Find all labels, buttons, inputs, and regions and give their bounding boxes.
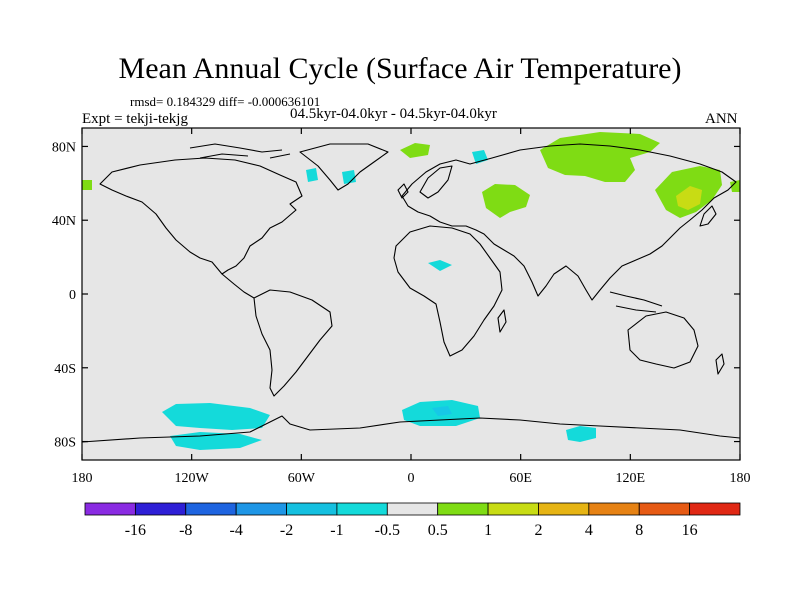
colorbar-swatch <box>185 502 237 516</box>
region-greenland-a <box>306 168 318 182</box>
colorbar-swatch <box>235 502 287 516</box>
x-tick-label: 60W <box>288 471 316 486</box>
y-tick-label: 40N <box>52 214 76 229</box>
coastline-africa <box>393 225 503 357</box>
colorbar-label: -16 <box>125 522 146 539</box>
y-tick-label: 80S <box>54 436 76 451</box>
colorbar-label: 16 <box>682 522 698 539</box>
region-antarctica-core <box>432 406 452 416</box>
colorbar-swatch <box>588 502 640 516</box>
colorbar-swatch <box>689 502 741 516</box>
stats-text: rmsd= 0.184329 diff= -0.000636101 <box>130 94 321 109</box>
colorbar-label: -0.5 <box>375 522 400 539</box>
coastline-new-zealand <box>715 353 725 375</box>
colorbar-label: 2 <box>534 522 542 539</box>
region-east-edge <box>730 180 740 192</box>
y-tick-label: 0 <box>69 288 76 303</box>
x-tick-label: 180 <box>730 471 751 486</box>
experiment-label: Expt = tekji-tekjg <box>82 111 188 127</box>
colorbar-label: 4 <box>585 522 593 539</box>
region-north-africa <box>428 260 452 271</box>
chart-title: Mean Annual Cycle (Surface Air Temperatu… <box>118 52 682 85</box>
coastline-arctic-islands <box>189 143 291 159</box>
coastlines <box>82 143 740 443</box>
coastline-south-america <box>253 289 333 397</box>
coastline-indonesia <box>609 291 663 313</box>
colorbar-label: -1 <box>330 522 343 539</box>
x-tick-label: 0 <box>408 471 415 486</box>
colorbar-swatch <box>286 502 338 516</box>
coastline-north-america <box>99 157 303 275</box>
region-north-europe-edge <box>82 180 92 190</box>
coastline-scandinavia <box>419 165 453 199</box>
y-axis: 80N 40N 0 40S 80S <box>52 140 740 451</box>
y-tick-label: 40S <box>54 362 76 377</box>
region-antarctica-indian <box>566 426 596 442</box>
colorbar-label: -4 <box>229 522 242 539</box>
region-greenland-b <box>342 170 356 184</box>
colorbar: -16 -8 -4 -2 -1 -0.5 0.5 1 2 4 8 16 <box>84 502 741 539</box>
colorbar-swatch <box>336 502 388 516</box>
period-label: 04.5kyr-04.0kyr - 04.5kyr-04.0kyr <box>290 106 497 122</box>
region-arctic-greenland <box>400 143 430 158</box>
region-northeast-asia-core <box>676 186 702 210</box>
colorbar-label: 8 <box>635 522 643 539</box>
colorbar-swatch <box>638 502 691 516</box>
colorbar-swatch <box>437 502 489 516</box>
colorbar-label: 0.5 <box>428 522 448 539</box>
coastline-british-isles <box>397 183 409 199</box>
x-tick-label: 60E <box>509 471 532 486</box>
colorbar-label: -8 <box>179 522 192 539</box>
x-axis: 180 120W 60W 0 60E 120E 180 <box>72 128 751 486</box>
season-label: ANN <box>705 111 738 127</box>
colorbar-swatch <box>134 502 187 516</box>
x-tick-label: 120E <box>616 471 646 486</box>
coastline-madagascar <box>497 309 507 333</box>
colorbar-swatch <box>386 502 439 516</box>
coastline-antarctica <box>82 415 740 443</box>
colorbar-swatch <box>538 502 590 516</box>
coastline-central-america <box>221 273 255 299</box>
colorbar-label: 1 <box>484 522 492 539</box>
coastline-eurasia <box>401 143 737 301</box>
colorbar-swatch <box>84 502 136 516</box>
coastline-greenland <box>299 143 389 191</box>
coastline-australia <box>627 311 699 369</box>
colorbar-label: -2 <box>280 522 293 539</box>
colorbar-swatch <box>487 502 539 516</box>
coastline-japan <box>699 205 717 227</box>
x-tick-label: 120W <box>175 471 210 486</box>
y-tick-label: 80N <box>52 140 76 155</box>
region-central-asia <box>482 184 530 218</box>
x-tick-label: 180 <box>72 471 93 486</box>
region-southern-ocean-pacific <box>162 403 270 430</box>
